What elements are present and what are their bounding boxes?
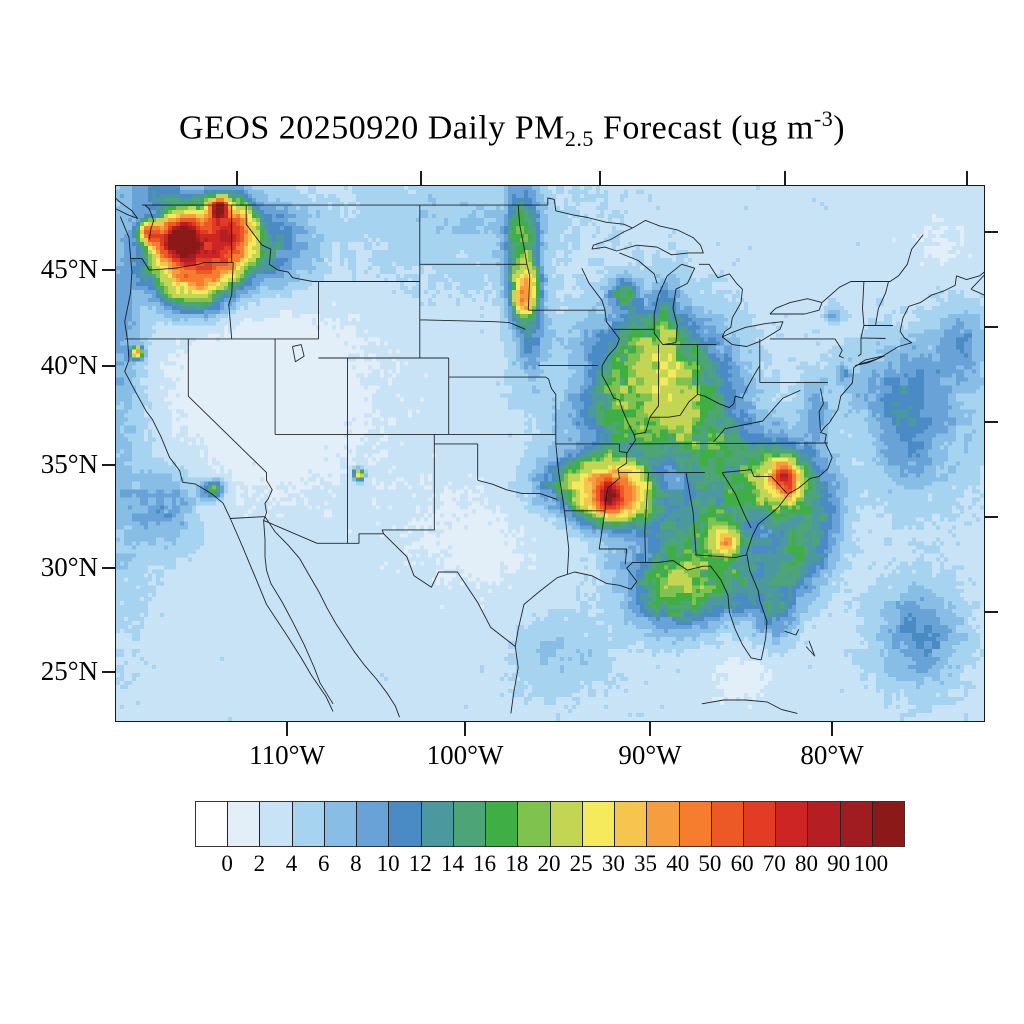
colorbar-tick-label: 35: [634, 851, 658, 876]
right-tick: [985, 326, 998, 328]
lat-tick-label: 25°N: [40, 656, 98, 686]
colorbar-tick-label: 0: [221, 851, 233, 876]
lon-tick-label: 100°W: [426, 740, 504, 770]
colorbar-tick-label: 90: [827, 851, 851, 876]
top-tick: [784, 171, 786, 185]
colorbar-cell: [357, 802, 390, 846]
map-plot-area: [115, 185, 985, 722]
colorbar-cell: [840, 802, 873, 846]
coastline-and-borders: [116, 197, 984, 718]
title-superscript: -3: [813, 106, 834, 131]
colorbar-tick-label: 14: [440, 851, 464, 876]
lat-tick: [102, 464, 115, 466]
colorbar-cell: [679, 802, 712, 846]
lat-tick: [102, 671, 115, 673]
right-tick: [985, 421, 998, 423]
colorbar: [195, 801, 905, 847]
colorbar-cell: [518, 802, 551, 846]
colorbar-cell: [292, 802, 325, 846]
colorbar-cell: [260, 802, 293, 846]
colorbar-tick-label: 20: [537, 851, 561, 876]
colorbar-cell: [615, 802, 648, 846]
top-tick: [599, 171, 601, 185]
colorbar-cell: [808, 802, 841, 846]
lat-tick: [102, 567, 115, 569]
top-tick: [966, 171, 968, 185]
lat-tick-label: 35°N: [40, 449, 98, 479]
colorbar-tick-label: 4: [285, 851, 298, 876]
colorbar-tick-label: 2: [253, 851, 266, 876]
lat-tick: [102, 365, 115, 367]
title-subscript: 2.5: [564, 126, 594, 152]
colorbar-cell: [711, 802, 744, 846]
colorbar-tick-label: 10: [376, 851, 400, 876]
colorbar-tick-label: 25: [569, 851, 593, 876]
pm25-heatmap-canvas: [116, 186, 984, 721]
colorbar-tick-label: 6: [317, 851, 330, 876]
colorbar-tick-label: 8: [350, 851, 362, 876]
title-middle: Forecast (ug m: [593, 109, 814, 147]
right-tick: [985, 611, 998, 613]
lat-tick-label: 45°N: [40, 254, 98, 284]
lat-tick: [102, 269, 115, 271]
colorbar-tick-label: 30: [601, 851, 625, 876]
colorbar-cell: [324, 802, 358, 846]
lon-tick-label: 90°W: [618, 740, 682, 770]
colorbar-cell: [872, 802, 905, 846]
lon-tick-label: 110°W: [249, 740, 325, 770]
top-tick: [236, 171, 238, 185]
colorbar-tick-label: 80: [794, 851, 818, 876]
colorbar-cell: [389, 802, 422, 846]
lon-tick: [831, 722, 833, 736]
colorbar-cell: [453, 802, 487, 846]
colorbar-tick-label: 100: [853, 851, 889, 876]
colorbar-tick-label: 40: [666, 851, 690, 876]
title-prefix: GEOS 20250920 Daily PM: [178, 109, 565, 147]
right-tick: [985, 516, 998, 518]
colorbar-tick-label: 60: [730, 851, 754, 876]
colorbar-cell: [486, 802, 519, 846]
colorbar-cell: [196, 802, 229, 846]
colorbar-cell: [647, 802, 680, 846]
lat-tick-label: 40°N: [40, 350, 98, 380]
colorbar-tick-label: 70: [762, 851, 786, 876]
colorbar-cell: [743, 802, 777, 846]
colorbar-cell: [582, 802, 616, 846]
lat-tick-label: 30°N: [40, 552, 98, 582]
lon-tick: [286, 722, 288, 736]
colorbar-cell: [550, 802, 583, 846]
lon-tick: [464, 722, 466, 736]
colorbar-cell: [421, 802, 454, 846]
lon-tick-label: 80°W: [800, 740, 864, 770]
chart-title: GEOS 20250920 Daily PM2.5 Forecast (ug m…: [0, 106, 1024, 152]
colorbar-tick-label: 12: [408, 851, 432, 876]
colorbar-cell: [776, 802, 809, 846]
title-suffix: ): [833, 109, 846, 147]
lon-tick: [649, 722, 651, 736]
colorbar-tick-label: 50: [698, 851, 722, 876]
right-tick: [985, 231, 998, 233]
basemap-outlines: [116, 197, 984, 718]
colorbar-cell: [228, 802, 261, 846]
colorbar-tick-label: 18: [505, 851, 529, 876]
colorbar-tick-label: 16: [473, 851, 497, 876]
top-tick: [420, 171, 422, 185]
